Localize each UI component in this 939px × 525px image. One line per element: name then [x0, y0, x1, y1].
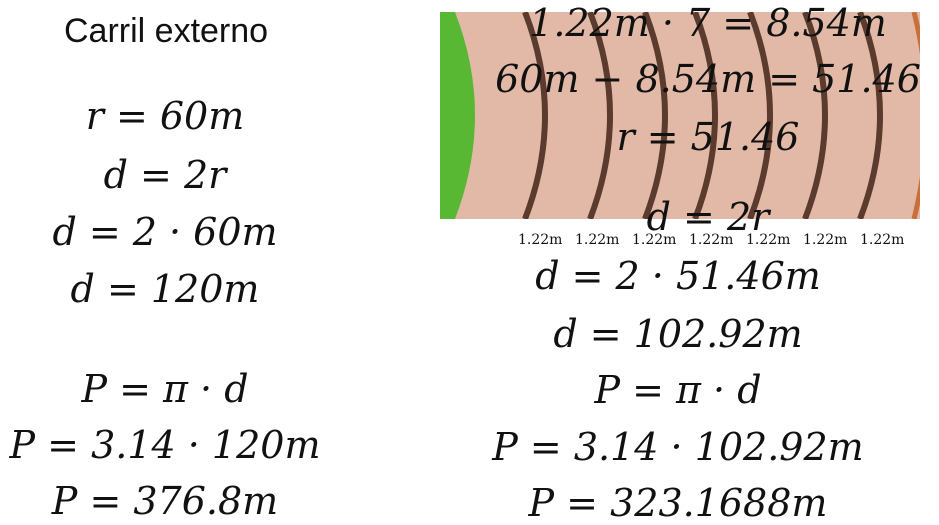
- lane-width-label: 1.22m: [860, 232, 905, 248]
- lane-width-label: 1.22m: [689, 232, 734, 248]
- lane-width-label: 1.22m: [518, 232, 563, 248]
- track-surface: [440, 12, 920, 219]
- perimeter-result: P = 376.8m: [51, 479, 279, 523]
- outer-edge: [911, 12, 920, 219]
- lane-line: [692, 12, 718, 219]
- lane-width-label: 1.22m: [746, 232, 791, 248]
- perimeter-formula: P = π · d: [594, 368, 762, 412]
- lane-width-label: 1.22m: [575, 232, 620, 248]
- diameter-result: d = 102.92m: [553, 312, 803, 356]
- perimeter-substitution: P = 3.14 · 120m: [9, 423, 321, 467]
- perimeter-formula: P = π · d: [81, 367, 249, 411]
- radius-subtraction: 60m − 8.54m = 51.46: [495, 57, 921, 101]
- lane-width-label: 1.22m: [803, 232, 848, 248]
- diameter-substitution: d = 2 · 51.46m: [535, 254, 821, 298]
- lane-line: [747, 12, 773, 219]
- lane-line: [642, 12, 668, 219]
- diameter-formula: d = 2r: [103, 153, 227, 197]
- radius-equation: r = 51.46: [616, 115, 800, 159]
- lane-line: [587, 12, 613, 219]
- lane-width-label: 1.22m: [632, 232, 677, 248]
- perimeter-result: P = 323.1688m: [528, 481, 828, 525]
- lane-line: [802, 12, 828, 219]
- page-title: Carril externo: [64, 12, 269, 50]
- perimeter-substitution: P = 3.14 · 102.92m: [492, 425, 864, 469]
- radius-equation: r = 60m: [85, 94, 245, 138]
- field-area: [440, 12, 475, 219]
- lane-line: [857, 12, 883, 219]
- lane-width-total: 1.22m · 7 = 8.54m: [529, 1, 887, 45]
- diameter-formula: d = 2r: [646, 195, 770, 239]
- lane-line: [522, 12, 548, 219]
- running-track-diagram: [440, 12, 920, 219]
- diameter-result: d = 120m: [70, 267, 260, 311]
- diameter-substitution: d = 2 · 60m: [52, 210, 278, 254]
